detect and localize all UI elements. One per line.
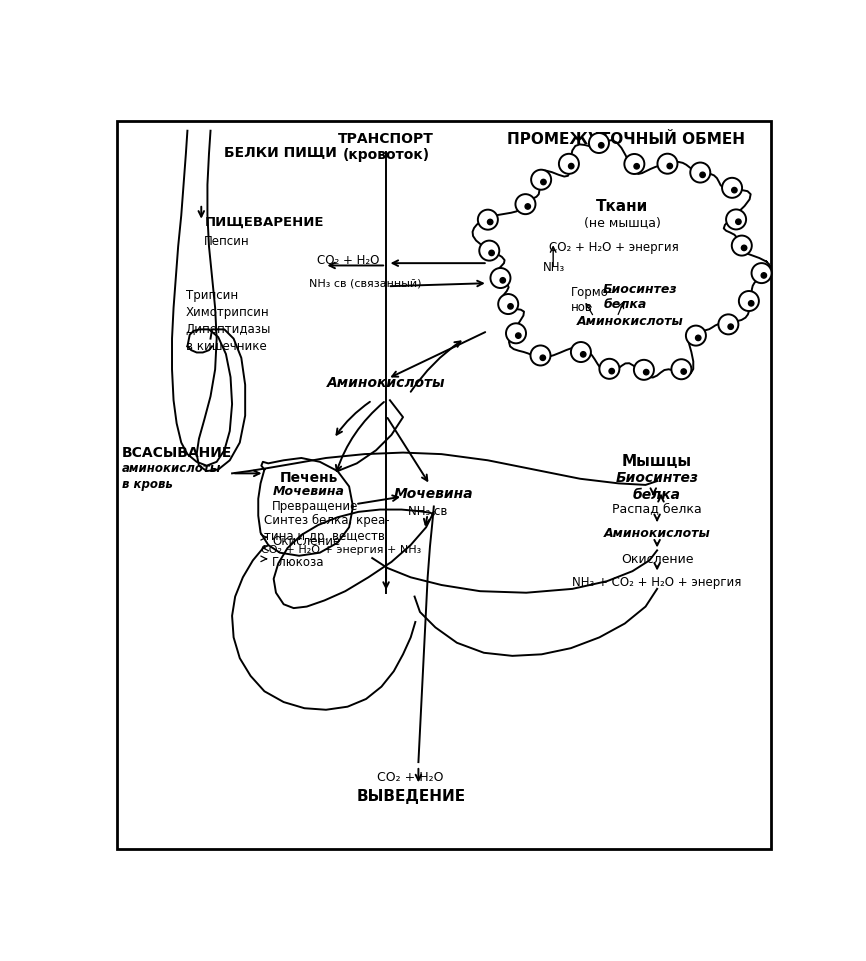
Circle shape — [761, 273, 766, 278]
Text: CO₂ + H₂O: CO₂ + H₂O — [378, 772, 444, 784]
Text: Аминокислоты: Аминокислоты — [577, 315, 683, 328]
Text: Превращение: Превращение — [272, 501, 359, 513]
Circle shape — [500, 278, 506, 283]
Circle shape — [489, 250, 494, 256]
Circle shape — [634, 359, 654, 380]
Text: Гормо-
нов: Гормо- нов — [571, 286, 613, 314]
Circle shape — [719, 314, 739, 334]
Circle shape — [599, 358, 619, 379]
Circle shape — [695, 335, 701, 340]
Text: БЕЛКИ ПИЩИ: БЕЛКИ ПИЩИ — [224, 144, 337, 159]
Circle shape — [736, 219, 741, 225]
Text: ПИЩЕВАРЕНИЕ: ПИЩЕВАРЕНИЕ — [204, 215, 324, 229]
Text: CO₂ + H₂O + энергия: CO₂ + H₂O + энергия — [549, 241, 679, 255]
Circle shape — [571, 342, 591, 362]
Text: Пепсин: Пепсин — [204, 234, 250, 248]
Text: Окисление: Окисление — [272, 535, 340, 548]
Text: Окисление: Окисление — [621, 553, 694, 566]
Text: NH₃ св (связанный): NH₃ св (связанный) — [309, 278, 422, 288]
Text: Глюкоза: Глюкоза — [272, 555, 325, 569]
Circle shape — [531, 345, 551, 365]
Polygon shape — [473, 140, 770, 378]
Text: аминокислоты
в кровь: аминокислоты в кровь — [122, 462, 222, 491]
Circle shape — [540, 180, 546, 185]
Circle shape — [686, 326, 706, 346]
Circle shape — [624, 154, 644, 174]
Circle shape — [722, 178, 742, 198]
Circle shape — [488, 219, 493, 225]
Text: Синтез белка, креа-
тина и др. веществ: Синтез белка, креа- тина и др. веществ — [264, 514, 390, 543]
Text: Трипсин
Химотрипсин
Дипептидазы
в кишечнике: Трипсин Химотрипсин Дипептидазы в кишечн… — [186, 288, 271, 353]
Text: ВЫВЕДЕНИЕ: ВЫВЕДЕНИЕ — [356, 789, 465, 804]
Circle shape — [681, 369, 687, 374]
Text: ПРОМЕЖУТОЧНЫЙ ОБМЕН: ПРОМЕЖУТОЧНЫЙ ОБМЕН — [507, 133, 746, 147]
Circle shape — [732, 235, 752, 256]
Text: CO₂ + H₂O: CO₂ + H₂O — [317, 254, 379, 266]
Circle shape — [690, 162, 710, 183]
Circle shape — [700, 172, 705, 178]
Circle shape — [478, 209, 498, 230]
Circle shape — [540, 355, 546, 360]
Circle shape — [559, 154, 579, 174]
Circle shape — [748, 301, 754, 306]
Circle shape — [580, 352, 586, 357]
Text: Аминокислоты: Аминокислоты — [604, 528, 710, 540]
Text: Мочевина: Мочевина — [394, 487, 474, 501]
Circle shape — [598, 142, 604, 148]
Circle shape — [531, 170, 551, 189]
Circle shape — [643, 369, 649, 375]
Text: Биосинтез
белка: Биосинтез белка — [604, 283, 678, 311]
Text: NH₃ + CO₂ + H₂O + энергия: NH₃ + CO₂ + H₂O + энергия — [572, 576, 742, 589]
Circle shape — [515, 194, 535, 214]
Text: (не мышца): (не мышца) — [584, 216, 661, 230]
Text: ТРАНСПОРТ
(кровоток): ТРАНСПОРТ (кровоток) — [338, 133, 434, 162]
Text: NH₃ св: NH₃ св — [408, 505, 448, 518]
Circle shape — [741, 245, 746, 251]
Text: NH₃: NH₃ — [543, 261, 565, 274]
Circle shape — [657, 154, 677, 174]
Circle shape — [752, 263, 772, 283]
Circle shape — [671, 359, 691, 380]
Polygon shape — [258, 458, 353, 555]
Text: Распад белка: Распад белка — [612, 502, 702, 515]
Circle shape — [609, 368, 614, 374]
Circle shape — [726, 209, 746, 230]
Circle shape — [739, 291, 759, 311]
Text: Биосинтез
белка: Биосинтез белка — [616, 471, 699, 503]
Circle shape — [498, 294, 518, 314]
Circle shape — [515, 333, 521, 338]
Text: Аминокислоты: Аминокислоты — [326, 377, 445, 390]
Text: Печень: Печень — [280, 471, 339, 485]
Text: CO₂ + H₂O + энергия + NH₃: CO₂ + H₂O + энергия + NH₃ — [261, 545, 421, 555]
Circle shape — [479, 240, 500, 260]
Text: Ткани: Ткани — [597, 199, 649, 213]
Circle shape — [525, 204, 531, 209]
Text: Мышцы: Мышцы — [622, 455, 692, 469]
Text: ВСАСЫВАНИЕ: ВСАСЫВАНИЕ — [122, 447, 232, 460]
Circle shape — [490, 268, 510, 288]
Circle shape — [667, 163, 673, 169]
Text: Мочевина: Мочевина — [273, 485, 345, 498]
Circle shape — [728, 324, 734, 330]
Circle shape — [732, 187, 737, 193]
Circle shape — [589, 133, 609, 153]
Circle shape — [506, 323, 526, 343]
Circle shape — [507, 304, 514, 309]
Circle shape — [634, 163, 639, 169]
Circle shape — [569, 163, 574, 169]
